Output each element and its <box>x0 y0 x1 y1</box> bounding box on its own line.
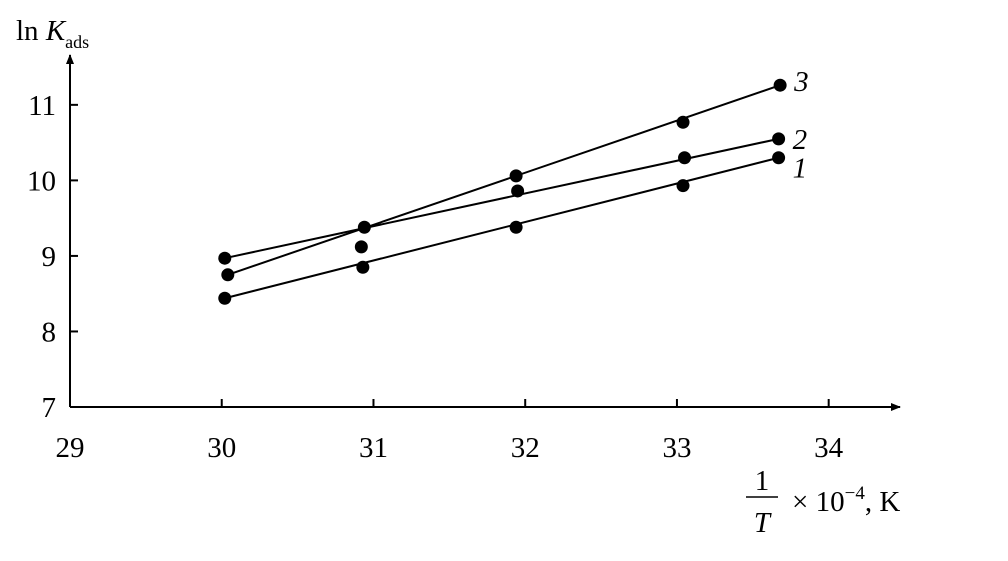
series-label: 1 <box>793 153 808 185</box>
point <box>354 240 368 254</box>
x-tick-label: 29 <box>56 432 85 464</box>
series-label: 2 <box>793 124 808 156</box>
point <box>511 184 525 198</box>
fit-line <box>224 156 779 300</box>
y-tick-label: 10 <box>27 165 56 197</box>
x-label: × 10−4, K <box>792 483 900 518</box>
x-tick-label: 32 <box>511 432 540 464</box>
point <box>678 151 692 165</box>
point <box>221 268 235 282</box>
point <box>356 260 370 274</box>
point <box>676 179 690 193</box>
y-label: ln Kads <box>16 15 89 52</box>
fit-line <box>227 84 781 276</box>
point <box>676 115 690 129</box>
point <box>509 169 523 183</box>
x-tick-label: 33 <box>662 432 691 464</box>
y-tick-label: 7 <box>42 392 57 424</box>
x-tick-label: 31 <box>359 432 388 464</box>
x-label-denominator: T <box>754 507 772 539</box>
y-tick-label: 11 <box>28 90 56 122</box>
x-tick-label: 30 <box>207 432 236 464</box>
point <box>357 220 371 234</box>
point <box>218 251 232 265</box>
x-label-numerator: 1 <box>755 465 770 497</box>
point <box>773 78 787 92</box>
x-tick-label: 34 <box>814 432 844 464</box>
y-tick-label: 9 <box>42 241 57 273</box>
point <box>218 291 232 305</box>
point <box>772 132 786 146</box>
point <box>509 220 523 234</box>
series-label: 3 <box>793 66 809 98</box>
fit-line <box>224 137 779 260</box>
y-tick-label: 8 <box>42 316 57 348</box>
point <box>772 151 786 165</box>
